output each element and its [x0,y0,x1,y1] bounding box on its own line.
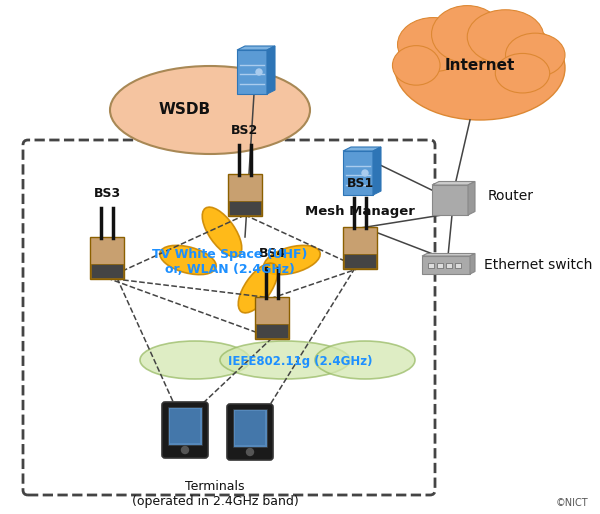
Circle shape [247,449,254,455]
FancyBboxPatch shape [227,404,273,460]
FancyBboxPatch shape [229,201,261,215]
FancyBboxPatch shape [343,227,377,269]
Text: Terminals
(operated in 2.4GHz band): Terminals (operated in 2.4GHz band) [131,480,298,508]
Text: BS2: BS2 [232,124,259,137]
FancyBboxPatch shape [233,409,266,447]
Text: BS1: BS1 [346,177,374,190]
Ellipse shape [431,6,503,63]
FancyBboxPatch shape [90,237,124,279]
Circle shape [362,170,368,176]
Polygon shape [237,50,267,94]
FancyBboxPatch shape [455,263,461,268]
Ellipse shape [140,341,250,379]
FancyBboxPatch shape [437,263,443,268]
Ellipse shape [395,16,565,120]
FancyBboxPatch shape [344,254,376,268]
Circle shape [256,69,262,75]
Text: Internet: Internet [445,59,515,74]
Ellipse shape [264,245,320,274]
FancyBboxPatch shape [169,407,202,445]
Ellipse shape [392,46,440,85]
Polygon shape [343,147,381,151]
Polygon shape [267,46,275,94]
Polygon shape [422,256,470,274]
Ellipse shape [467,10,544,64]
Text: TV White Space (UHF)
or, WLAN (2.4GHz): TV White Space (UHF) or, WLAN (2.4GHz) [152,248,308,276]
Ellipse shape [160,245,216,274]
Polygon shape [422,253,475,256]
FancyBboxPatch shape [446,263,452,268]
FancyBboxPatch shape [255,297,289,339]
Polygon shape [343,151,373,195]
Ellipse shape [220,341,350,379]
Text: BS4: BS4 [259,247,286,260]
FancyBboxPatch shape [91,264,123,278]
FancyBboxPatch shape [170,409,200,443]
Polygon shape [432,181,475,185]
Polygon shape [373,147,381,195]
FancyBboxPatch shape [228,174,262,216]
Text: WSDB: WSDB [159,102,211,118]
Text: BS3: BS3 [94,187,121,200]
FancyBboxPatch shape [428,263,434,268]
Polygon shape [468,181,475,215]
Ellipse shape [238,263,278,313]
Circle shape [182,447,188,453]
Text: Ethernet switch: Ethernet switch [484,258,592,272]
FancyBboxPatch shape [235,411,265,445]
Text: ©NICT: ©NICT [556,498,588,508]
Polygon shape [432,185,468,215]
FancyBboxPatch shape [256,324,288,338]
Text: Router: Router [488,189,534,203]
Text: IEEE802.11g (2.4GHz): IEEE802.11g (2.4GHz) [228,356,372,369]
Ellipse shape [496,53,550,93]
Polygon shape [470,253,475,274]
Ellipse shape [315,341,415,379]
FancyBboxPatch shape [162,402,208,458]
Ellipse shape [110,66,310,154]
Text: Mesh Manager: Mesh Manager [305,205,415,218]
Ellipse shape [202,207,242,257]
Ellipse shape [398,17,469,71]
Ellipse shape [505,33,565,77]
Polygon shape [237,46,275,50]
